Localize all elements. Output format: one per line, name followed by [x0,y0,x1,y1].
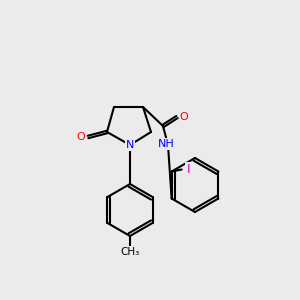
Text: CH₃: CH₃ [120,247,140,257]
Text: N: N [126,140,134,150]
Text: O: O [180,112,188,122]
Text: I: I [187,163,190,176]
Text: O: O [76,132,85,142]
Text: NH: NH [158,139,174,149]
